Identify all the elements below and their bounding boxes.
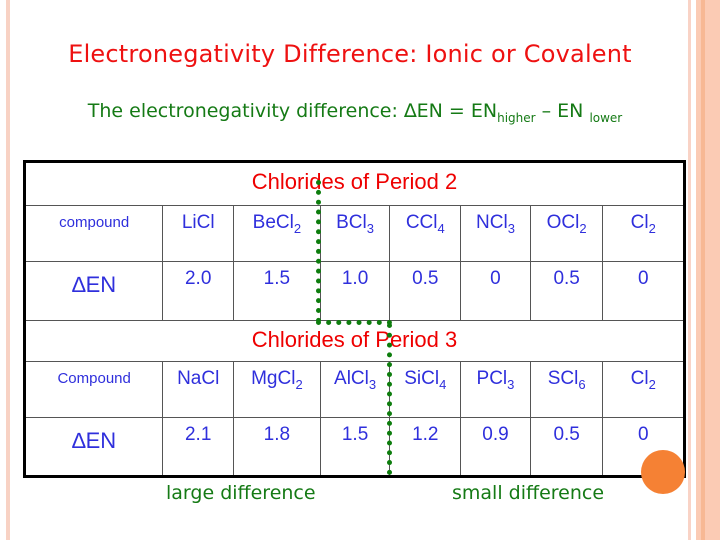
delta-value: 0 (460, 261, 531, 321)
delta-value: 1.0 (319, 261, 391, 321)
ionic-covalent-divider-step (316, 320, 392, 330)
compound-cell: CCl4 (389, 205, 462, 262)
formula-lower: lower (589, 110, 623, 125)
compound-cell: Cl2 (602, 361, 685, 418)
delta-en-label: ∆EN (23, 261, 164, 321)
ionic-covalent-divider-lower (387, 323, 397, 475)
compound-cell: BeCl2 (233, 205, 321, 262)
delta-value: 0 (602, 261, 685, 321)
period3-header-row: Chlorides of Period 3 (24, 320, 685, 362)
ionic-covalent-divider-upper (316, 180, 326, 323)
formula-higher: higher (497, 110, 536, 125)
compound-cell: PCl3 (460, 361, 531, 418)
period3-delta-row: ∆EN 2.1 1.8 1.5 1.2 0.9 0.5 0 (23, 417, 685, 477)
compound-cell: LiCl (162, 205, 235, 262)
period3-header: Chlorides of Period 3 (24, 320, 685, 362)
compound-cell: SiCl4 (389, 361, 462, 418)
right-decorative-line (688, 0, 691, 540)
delta-value: 1.8 (233, 417, 321, 477)
period2-compound-row: compound LiCl BeCl2 BCl3 CCl4 NCl3 OCl2 … (23, 205, 685, 262)
period2-delta-row: ∆EN 2.0 1.5 1.0 0.5 0 0.5 0 (23, 261, 685, 321)
right-decorative-band (696, 0, 720, 540)
delta-value: 2.0 (162, 261, 235, 321)
compound-cell: NCl3 (460, 205, 531, 262)
slide-title: Electronegativity Difference: Ionic or C… (68, 40, 632, 68)
formula-minus: – EN (535, 100, 590, 122)
formula-subtitle: The electronegativity difference: ∆EN = … (0, 100, 710, 125)
compound-cell: MgCl2 (233, 361, 321, 418)
decorative-circle (641, 450, 685, 494)
compound-cell: SCl6 (529, 361, 604, 418)
delta-value: 0.5 (529, 261, 604, 321)
delta-value: 0.5 (529, 417, 604, 477)
delta-symbol: ∆ (403, 100, 417, 122)
compound-cell: BCl3 (319, 205, 391, 262)
delta-value: 1.5 (319, 417, 391, 477)
compound-cell: NaCl (162, 361, 235, 418)
compound-label: compound (23, 205, 164, 262)
compound-cell: AlCl3 (319, 361, 391, 418)
delta-value: 2.1 (162, 417, 235, 477)
left-decorative-band (6, 0, 10, 540)
delta-value: 1.2 (389, 417, 462, 477)
delta-value: 0.9 (460, 417, 531, 477)
formula-en: EN = EN (416, 100, 498, 122)
small-difference-label: small difference (452, 482, 605, 504)
formula-prefix: The electronegativity difference: (87, 100, 404, 122)
compound-label: Compound (23, 361, 164, 418)
right-decorative-stripe (701, 0, 705, 540)
electronegativity-table: Chlorides of Period 2 compound LiCl BeCl… (23, 160, 686, 478)
period2-header-row: Chlorides of Period 2 (24, 161, 685, 206)
large-difference-label: large difference (166, 482, 316, 504)
compound-cell: Cl2 (602, 205, 685, 262)
delta-value: 1.5 (233, 261, 321, 321)
delta-value: 0.5 (389, 261, 462, 321)
compound-cell: OCl2 (529, 205, 604, 262)
delta-en-label: ∆EN (23, 417, 164, 477)
period2-header: Chlorides of Period 2 (24, 161, 685, 206)
period3-compound-row: Compound NaCl MgCl2 AlCl3 SiCl4 PCl3 SCl… (23, 361, 685, 418)
